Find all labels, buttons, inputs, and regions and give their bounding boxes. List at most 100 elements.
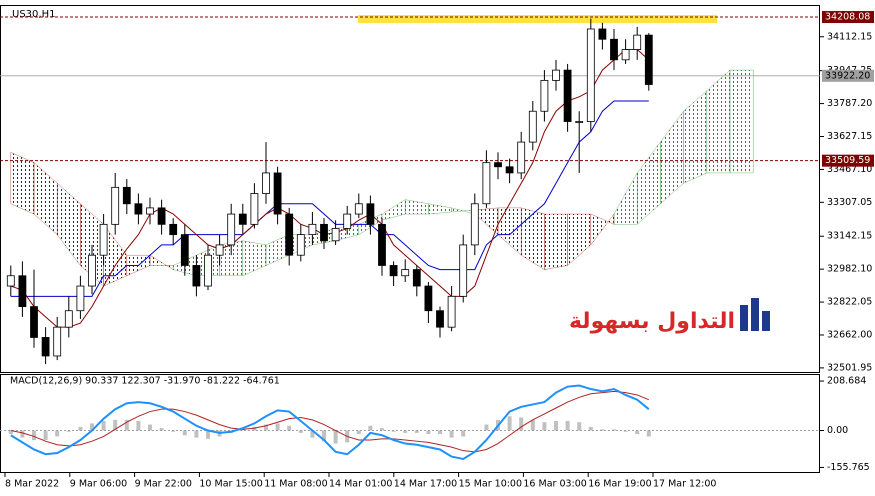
price-tag: [822, 69, 874, 82]
macd-y-tick-label: -155.765: [827, 462, 870, 473]
candle-body: [563, 69, 572, 122]
kijun-line: [10, 100, 649, 297]
candle-body: [412, 269, 421, 287]
macd-histogram-bar: [90, 423, 94, 431]
candle-body: [401, 269, 410, 277]
macd-histogram-bar: [380, 428, 384, 431]
macd-histogram-bar: [368, 425, 373, 431]
macd-histogram-bar: [78, 426, 83, 431]
macd-histogram-bar: [113, 419, 118, 431]
macd-histogram-bar: [333, 430, 338, 444]
x-tick-label: 16 Mar 19:00: [588, 479, 651, 490]
cloud-segment: [613, 172, 638, 225]
macd-histogram-bar: [206, 430, 210, 439]
candle-body: [505, 166, 514, 174]
macd-histogram-bar: [438, 430, 442, 435]
macd-histogram-bar: [600, 429, 605, 431]
candle-body: [610, 38, 618, 61]
cloud-segment: [428, 203, 452, 215]
candle-body: [122, 186, 131, 205]
candle-body: [146, 207, 154, 215]
macd-histogram-bar: [20, 430, 25, 438]
macd-histogram-bar: [623, 430, 628, 432]
cloud-segment: [405, 199, 429, 215]
candle-body: [41, 337, 50, 357]
macd-y-tick-label: 208.684: [827, 376, 866, 387]
brand-logo: التداول بسهولة: [569, 298, 770, 334]
candle-body: [586, 28, 595, 122]
candle-body: [354, 203, 363, 215]
candle-body: [470, 203, 479, 246]
macd-histogram-bar: [194, 430, 199, 438]
candle-body: [238, 213, 247, 225]
candle-body: [366, 203, 375, 225]
macd-signal-line: [10, 390, 649, 453]
macd-histogram-bar: [612, 429, 616, 431]
macd-histogram-bar: [403, 430, 408, 433]
candle-body: [296, 234, 305, 256]
macd-histogram-bar: [101, 421, 106, 431]
cloud-segment: [10, 152, 35, 215]
macd-y-tick-label: 0.00: [827, 425, 848, 436]
tenkan-line: [10, 49, 650, 328]
macd-histogram-bar: [322, 430, 326, 442]
candle-body: [621, 49, 630, 61]
macd-histogram-bar: [588, 426, 593, 431]
macd-histogram-bar: [136, 421, 141, 431]
candle-body: [192, 265, 201, 287]
candle-body: [644, 34, 653, 85]
x-tick-label: 8 Mar 2022: [5, 479, 59, 490]
candle-body: [308, 223, 317, 236]
y-tick-label: 32822.05: [827, 297, 872, 308]
x-tick-label: 10 Mar 15:00: [199, 479, 262, 490]
candle-body: [30, 306, 38, 338]
macd-label: MACD(12,26,9) 90.337 122.307 -31.970 -81…: [10, 376, 280, 387]
brand-text: التداول بسهولة: [569, 309, 735, 334]
price-tag-label: 34208.08: [825, 12, 870, 23]
candle-body: [459, 244, 468, 297]
macd-histogram-bar: [148, 424, 152, 431]
y-tick-label: 33307.05: [827, 197, 872, 208]
macd-histogram-bar: [287, 425, 292, 431]
x-tick-label: 17 Mar 12:00: [653, 479, 716, 490]
candle-body: [157, 207, 166, 225]
cloud-segment: [497, 207, 522, 256]
y-tick-label: 33467.10: [827, 164, 872, 175]
macd-histogram-bar: [159, 428, 164, 431]
candle-body: [99, 223, 108, 256]
x-tick-label: 14 Mar 01:00: [329, 479, 392, 490]
candle-body: [76, 285, 85, 312]
macd-histogram-bar: [275, 423, 280, 431]
cloud-segment: [521, 207, 545, 270]
candle-body: [424, 285, 433, 312]
candle-body: [447, 295, 456, 328]
cloud-segment: [660, 110, 684, 205]
macd-histogram-bar: [484, 424, 489, 431]
x-tick-label: 16 Mar 03:00: [523, 479, 586, 490]
candle-body: [64, 310, 73, 328]
candle-body: [389, 265, 398, 277]
candle-body: [215, 244, 224, 256]
candle-body: [273, 172, 282, 215]
macd-histogram-bar: [55, 430, 60, 437]
candle-body: [6, 275, 15, 287]
candle-body: [285, 213, 294, 256]
macd-panel: [0, 374, 820, 473]
cloud-segment: [57, 182, 81, 266]
candle-body: [528, 110, 537, 143]
macd-histogram-bar: [310, 430, 315, 438]
cloud-segment: [544, 213, 568, 270]
macd-histogram-bar: [635, 430, 640, 435]
candle-body: [540, 79, 549, 112]
cloud-segment: [590, 213, 615, 246]
macd-histogram-bar: [646, 430, 651, 437]
macd-histogram-bar: [461, 430, 466, 437]
candle-body: [378, 223, 386, 266]
macd-histogram-bar: [32, 430, 36, 440]
candle-body: [552, 69, 560, 81]
price-tag: [822, 11, 874, 24]
chart-title: US30,H1: [12, 9, 55, 20]
y-tick-label: 33627.15: [827, 131, 872, 142]
zone: [358, 15, 717, 23]
x-tick-label: 9 Mar 22:00: [135, 479, 192, 490]
